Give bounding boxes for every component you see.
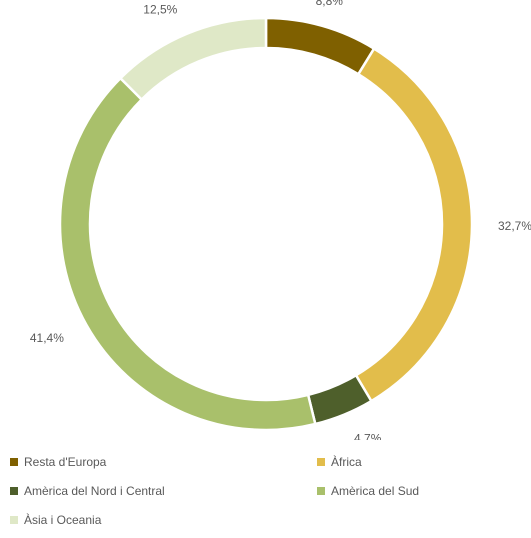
data-label-africa: 32,7% (498, 219, 531, 233)
data-label-resta-d-europa: 8,8% (316, 0, 344, 8)
legend-item-africa: Àfrica (317, 452, 517, 472)
data-label-asia-i-oceania: 12,5% (143, 3, 177, 17)
legend-swatch (317, 487, 325, 495)
legend-item-america-sud: Amèrica del Sud (317, 481, 517, 501)
slice-america-del-sud (58, 76, 317, 432)
data-label-america-del-sud: 41,4% (30, 331, 64, 345)
slice-africa (354, 46, 474, 403)
legend-label: Àfrica (331, 455, 362, 469)
data-label-america-del-nord-i-central: 4,7% (354, 432, 382, 440)
slice-resta-d-europa (264, 16, 376, 76)
doughnut-slices (58, 16, 474, 432)
data-labels: 8,8% 32,7% 4,7% 41,4% 12,5% (30, 0, 531, 440)
legend-item-resta-europa: Resta d'Europa (10, 452, 317, 472)
legend-label: Àsia i Oceania (24, 513, 102, 527)
legend-swatch (10, 516, 18, 524)
slice-asia-i-oceania (118, 16, 268, 102)
legend-item-asia-oceania: Àsia i Oceania (10, 510, 317, 530)
legend-swatch (10, 458, 18, 466)
legend-swatch (10, 487, 18, 495)
legend-label: Amèrica del Nord i Central (24, 484, 165, 498)
legend-label: Amèrica del Sud (331, 484, 420, 498)
legend-item-america-nord-central: Amèrica del Nord i Central (10, 481, 317, 501)
doughnut-chart: 8,8% 32,7% 4,7% 41,4% 12,5% (30, 0, 531, 440)
legend-label: Resta d'Europa (24, 455, 107, 469)
chart-legend: Resta d'Europa Àfrica Amèrica del Nord i… (10, 452, 520, 530)
legend-swatch (317, 458, 325, 466)
